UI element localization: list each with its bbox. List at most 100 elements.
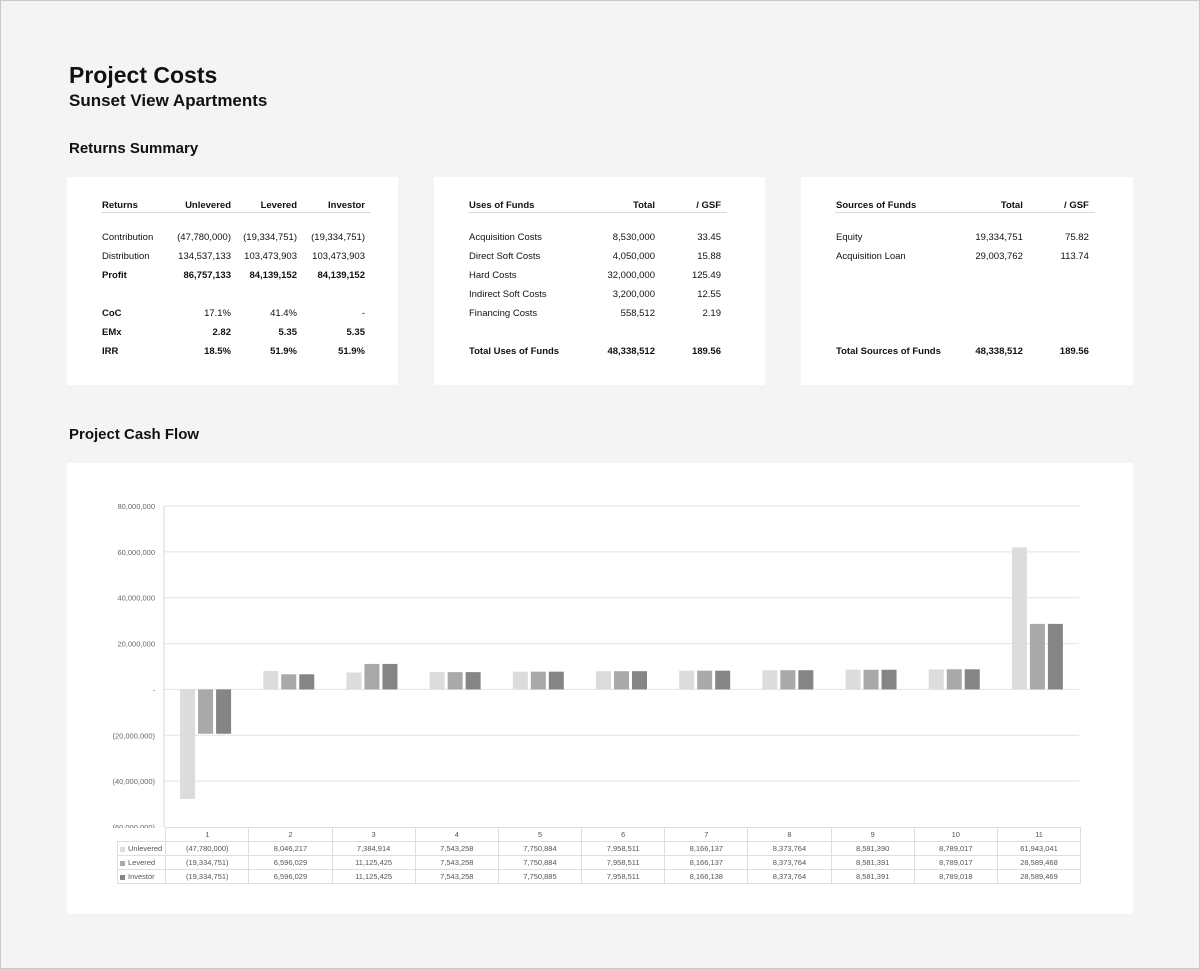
investor-value: (19,334,751) (311, 232, 365, 243)
x-tick-label: 9 (830, 827, 915, 842)
data-label: 8,046,217 (248, 841, 333, 856)
data-label: 7,384,914 (331, 841, 416, 856)
bar-unlevered-period-11 (1011, 547, 1027, 690)
y-tick-label: 40,000,000 (117, 594, 155, 603)
total-value: 48,338,512 (975, 346, 1023, 357)
data-label: 11,125,425 (331, 869, 416, 884)
x-tick-label: 11 (996, 827, 1082, 842)
x-tick-label: 10 (913, 827, 998, 842)
gsf-value: 15.88 (697, 251, 721, 262)
row-label: IRR (102, 346, 119, 357)
x-tick-label: 7 (664, 827, 749, 842)
cash-flow-chart-panel: 80,000,000 60,000,000 40,000,000 20,000,000… (67, 463, 1133, 914)
x-tick-label: 4 (414, 827, 499, 842)
data-label: 61,943,041 (996, 841, 1082, 856)
gsf-value: 12.55 (697, 289, 721, 300)
data-label: 8,373,764 (747, 855, 832, 870)
legend-swatch (120, 874, 125, 880)
row-label: Total Sources of Funds (836, 346, 941, 357)
data-label: 8,581,391 (830, 869, 915, 884)
data-label: 6,596,029 (248, 869, 333, 884)
sources-row-acquisition-loan: Acquisition Loan 29,003,762 113.74 (835, 247, 1095, 266)
y-tick-label: (20,000,000) (112, 731, 155, 740)
gsf-value: 189.56 (1059, 346, 1089, 357)
bar-levered-period-9 (863, 669, 879, 690)
bar-investor-period-1 (216, 689, 232, 734)
total-col-header: Total (579, 199, 661, 213)
bar-levered-period-10 (946, 669, 962, 690)
bar-levered-period-8 (780, 670, 796, 690)
legend-swatch (120, 860, 125, 866)
gsf-col-header: / GSF (1028, 199, 1095, 213)
uses-row-acquisition-costs: Acquisition Costs 8,530,000 33.45 (468, 228, 727, 247)
sources-row-equity: Equity 19,334,751 75.82 (835, 228, 1095, 247)
uses-of-funds-table: Uses of Funds Total / GSF Acquisition Co… (468, 199, 727, 361)
returns-row-distribution: Distribution 134,537,133 103,473,903 103… (101, 247, 371, 266)
uses-row-indirect-soft-costs: Indirect Soft Costs 3,200,000 12.55 (468, 285, 727, 304)
project-cash-flow-heading: Project Cash Flow (69, 426, 200, 443)
page-subtitle: Sunset View Apartments (69, 91, 268, 110)
unlevered-value: 86,757,133 (183, 270, 231, 281)
gsf-col-header: / GSF (661, 199, 727, 213)
investor-value: 5.35 (346, 327, 366, 338)
bar-investor-period-4 (465, 672, 481, 690)
uses-total-row: Total Uses of Funds 48,338,512 189.56 (468, 342, 727, 361)
bar-levered-period-5 (530, 671, 546, 690)
data-label: 8,373,764 (747, 841, 832, 856)
levered-value: (19,334,751) (243, 232, 297, 243)
investor-value: - (361, 308, 365, 319)
data-label: 8,789,017 (913, 841, 998, 856)
total-value: 558,512 (620, 308, 655, 319)
investor-value: 103,473,903 (312, 251, 365, 262)
unlevered-value: 2.82 (212, 327, 232, 338)
y-tick-label: (40,000,000) (112, 777, 155, 786)
series-name: Investor (128, 872, 155, 881)
data-label: 8,581,390 (830, 841, 915, 856)
chart-table-row-unlevered: Unlevered (47,780,000) 8,046,217 7,384,914 7… (116, 841, 1082, 856)
row-label: Total Uses of Funds (469, 346, 560, 357)
y-tick-label: - (153, 685, 156, 694)
uses-of-funds-panel: Uses of Funds Total / GSF Acquisition Co… (434, 177, 765, 385)
data-label: 7,958,511 (581, 841, 666, 856)
bar-investor-period-7 (715, 670, 731, 690)
gsf-value: 2.19 (702, 308, 722, 319)
data-label: (47,780,000) (165, 841, 250, 856)
x-tick-label: 6 (581, 827, 666, 842)
bar-unlevered-period-9 (845, 669, 861, 690)
levered-col-header: Levered (237, 199, 303, 213)
bar-levered-period-7 (697, 670, 713, 690)
data-label: 7,958,511 (581, 869, 666, 884)
sources-col-header: Sources of Funds (835, 199, 947, 213)
bar-unlevered-period-3 (346, 672, 362, 690)
bar-investor-period-9 (881, 669, 897, 690)
series-label: Investor (116, 869, 167, 884)
bar-levered-period-3 (364, 663, 380, 690)
uses-row-hard-costs: Hard Costs 32,000,000 125.49 (468, 266, 727, 285)
data-label: 8,166,137 (664, 841, 749, 856)
total-value: 32,000,000 (607, 270, 655, 281)
data-label: 7,750,884 (497, 855, 583, 870)
x-tick-label: 5 (497, 827, 583, 842)
sources-of-funds-panel: Sources of Funds Total / GSF Equity 19,3… (801, 177, 1133, 385)
returns-row-profit: Profit 86,757,133 84,139,152 84,139,152 (101, 266, 371, 285)
row-label: Hard Costs (469, 270, 517, 281)
returns-table: Returns Unlevered Levered Investor Contr… (101, 199, 371, 361)
bar-investor-period-6 (632, 671, 647, 690)
chart-table-row-levered: Levered (19,334,751) 6,596,029 11,125,425 7,… (116, 855, 1082, 870)
data-label: 8,166,138 (664, 869, 749, 884)
bar-unlevered-period-5 (512, 671, 528, 690)
row-label: Acquisition Costs (469, 232, 542, 243)
x-tick-label: 2 (248, 827, 333, 842)
data-label: 8,166,137 (664, 855, 749, 870)
y-tick-label: (60,000,000) (112, 823, 155, 828)
returns-row-coc: CoC 17.1% 41.4% - (101, 304, 371, 323)
uses-header-row: Uses of Funds Total / GSF (468, 199, 727, 213)
data-label: 7,958,511 (581, 855, 666, 870)
returns-col-header: Returns (101, 199, 170, 213)
data-label: 8,373,764 (747, 869, 832, 884)
data-label: 8,581,391 (830, 855, 915, 870)
investor-value: 51.9% (338, 346, 365, 357)
row-label: Acquisition Loan (836, 251, 906, 262)
y-tick-label: 20,000,000 (117, 640, 155, 649)
returns-row-contribution: Contribution (47,780,000) (19,334,751) (… (101, 228, 371, 247)
